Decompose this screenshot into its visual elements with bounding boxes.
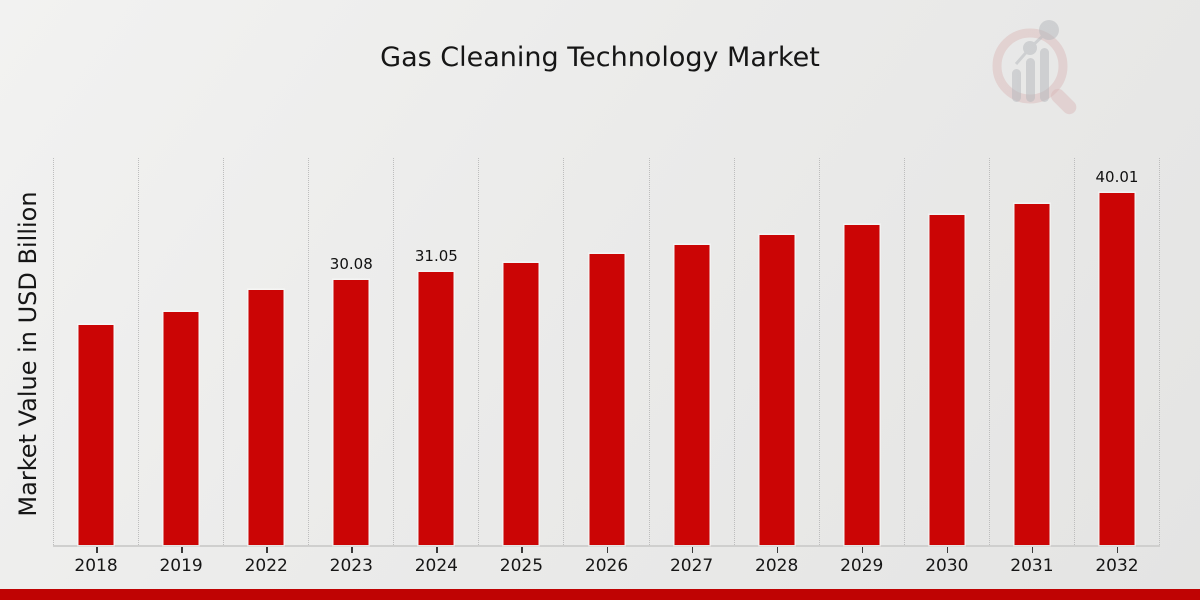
bar-2027 (674, 245, 710, 545)
bar-2026 (589, 254, 624, 545)
chart-column-2022: 2022 (224, 158, 310, 576)
chart-column-2023: 30.08 2023 (309, 158, 395, 576)
chart-column-2018: 2018 (53, 158, 140, 576)
x-axis-label-2027: 2027 (669, 556, 714, 576)
bar-2023 (333, 280, 369, 545)
x-axis-label-2031: 2031 (1010, 556, 1054, 576)
x-axis-tick (1031, 547, 1034, 553)
chart-column-2024: 31.05 2024 (394, 158, 480, 576)
bar-2025 (503, 263, 539, 545)
x-axis-label-2018: 2018 (74, 556, 118, 576)
bar-2028 (759, 235, 795, 545)
bar-value-label-2023: 30.08 (329, 255, 373, 273)
magnifier-barchart-icon (992, 20, 1077, 115)
x-axis-tick (521, 547, 523, 553)
x-axis-tick (861, 547, 864, 553)
x-axis-tick (181, 547, 183, 553)
chart-column-2031: 2031 (990, 158, 1075, 576)
chart-column-2028: 2028 (735, 158, 820, 576)
x-axis-label-2030: 2030 (925, 556, 969, 576)
chart-column-2029: 2029 (820, 158, 905, 576)
bar-2019 (163, 312, 199, 545)
bar-2029 (844, 225, 880, 545)
chart-column-2030: 2030 (905, 158, 990, 576)
bar-2018 (78, 325, 114, 545)
x-axis-label-2032: 2032 (1095, 556, 1139, 576)
x-axis-label-2025: 2025 (499, 556, 544, 576)
x-axis-tick (606, 547, 608, 553)
bar-value-label-2032: 40.01 (1095, 168, 1139, 186)
x-axis-label-2026: 2026 (584, 556, 629, 576)
x-axis-tick (266, 547, 268, 553)
x-axis-tick (351, 547, 353, 553)
y-axis-label: Market Value in USD Billion (14, 191, 42, 517)
bar-2022 (248, 290, 284, 545)
chart-column-2019: 2019 (139, 158, 225, 576)
x-axis-label-2028: 2028 (755, 556, 799, 576)
bar-value-label-2024: 31.05 (414, 247, 458, 265)
chart-column-2025: 2025 (479, 158, 565, 576)
market-research-future-watermark-logo (972, 14, 1092, 124)
chart-column-2027: 2027 (650, 158, 735, 576)
x-axis-label-2019: 2019 (159, 556, 203, 576)
footer-band (0, 589, 1200, 600)
x-axis-tick (691, 547, 694, 553)
x-axis-tick (776, 547, 779, 553)
chart-column-2032: 40.01 2032 (1075, 158, 1161, 576)
chart-column-2026: 2026 (564, 158, 650, 576)
bar-2024 (418, 272, 454, 545)
bar-2031 (1014, 204, 1050, 545)
x-axis-label-2029: 2029 (840, 556, 884, 576)
x-axis-tick (946, 547, 949, 553)
x-axis-tick (96, 547, 98, 553)
x-axis-label-2023: 2023 (329, 556, 373, 576)
bar-2030 (929, 215, 965, 545)
x-axis-label-2024: 2024 (414, 556, 458, 576)
plot-area: 2018 2019 2022 30.08 2023 31.05 2024 2025 2026 20… (53, 158, 1161, 576)
x-axis-tick (1116, 547, 1119, 553)
chart-title: Gas Cleaning Technology Market (380, 42, 820, 73)
x-axis-label-2022: 2022 (244, 556, 288, 576)
x-axis-tick (436, 547, 438, 553)
bar-2032 (1099, 193, 1135, 545)
